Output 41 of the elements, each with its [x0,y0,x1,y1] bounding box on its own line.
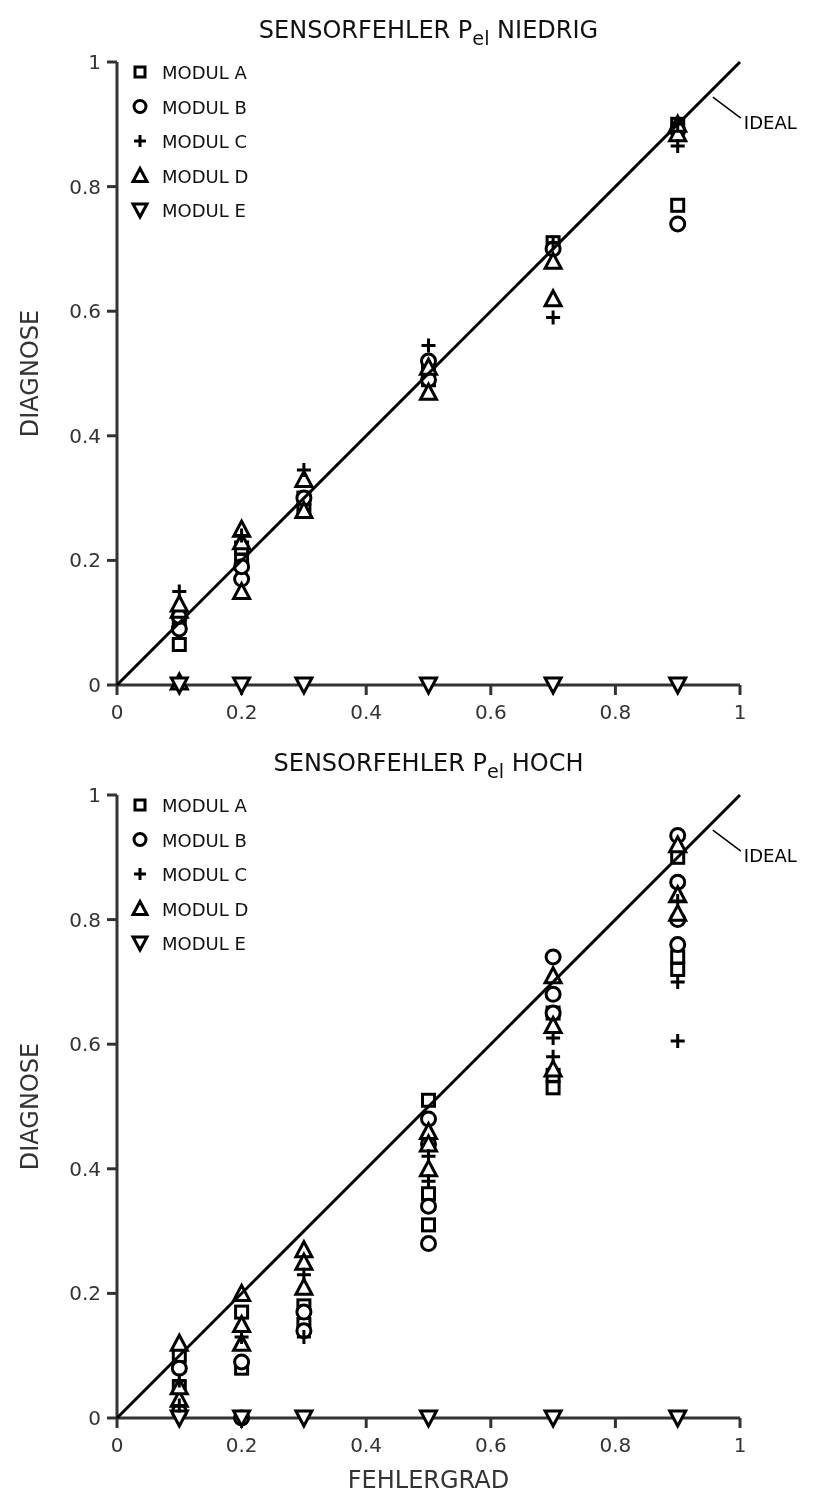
y-tick-label: 0.2 [69,548,101,573]
x-tick-label: 0 [110,1433,124,1457]
x-tick-label: 0.2 [225,1433,258,1457]
y-axis-title: DIAGNOSE [16,1042,44,1171]
legend-label: MODUL B [162,96,247,118]
x-tick-label: 0.8 [599,1433,632,1457]
legend-label: MODUL E [162,200,246,221]
legend-label: MODUL C [162,864,248,885]
x-tick-label: 0.2 [225,700,258,724]
y-tick-label: 0.6 [69,299,101,324]
x-tick-label: 1 [733,1433,747,1457]
y-tick-label: 0 [88,1406,101,1430]
legend-label: MODUL D [162,898,249,920]
x-axis-title: FEHLERGRAD [347,1466,510,1494]
text: IDEAL [743,112,797,134]
x-tick-label: 0.8 [599,700,632,724]
chart-title: SENSORFEHLER P$_{el}$ HOCH [273,749,584,783]
y-tick-label: 0.8 [69,174,101,199]
y-tick-label: 0 [88,673,101,697]
y-tick-label: 1 [88,783,101,807]
legend-label: MODUL E [162,933,246,954]
legend-label: MODUL A [162,795,248,816]
x-tick-label: 1 [733,700,747,724]
x-tick-label: 0.6 [474,1433,507,1457]
y-tick-label: 0.4 [69,1156,101,1181]
legend-label: MODUL D [162,165,249,187]
legend-label: MODUL B [162,829,247,851]
text: IDEAL [743,845,797,867]
x-tick-label: 0.4 [350,1433,383,1457]
y-tick-label: 0.6 [69,1032,101,1057]
y-tick-label: 0.4 [69,423,101,448]
x-tick-label: 0 [110,700,124,724]
chart-title: SENSORFEHLER P$_{el}$ NIEDRIG [258,16,599,50]
y-tick-label: 1 [88,50,101,74]
y-axis-title: DIAGNOSE [16,309,44,438]
y-tick-label: 0.2 [69,1281,101,1306]
x-tick-label: 0.6 [474,700,507,724]
y-tick-label: 0.8 [69,907,101,932]
legend-label: MODUL C [162,131,248,152]
x-tick-label: 0.4 [350,700,383,724]
legend-label: MODUL A [162,62,248,83]
